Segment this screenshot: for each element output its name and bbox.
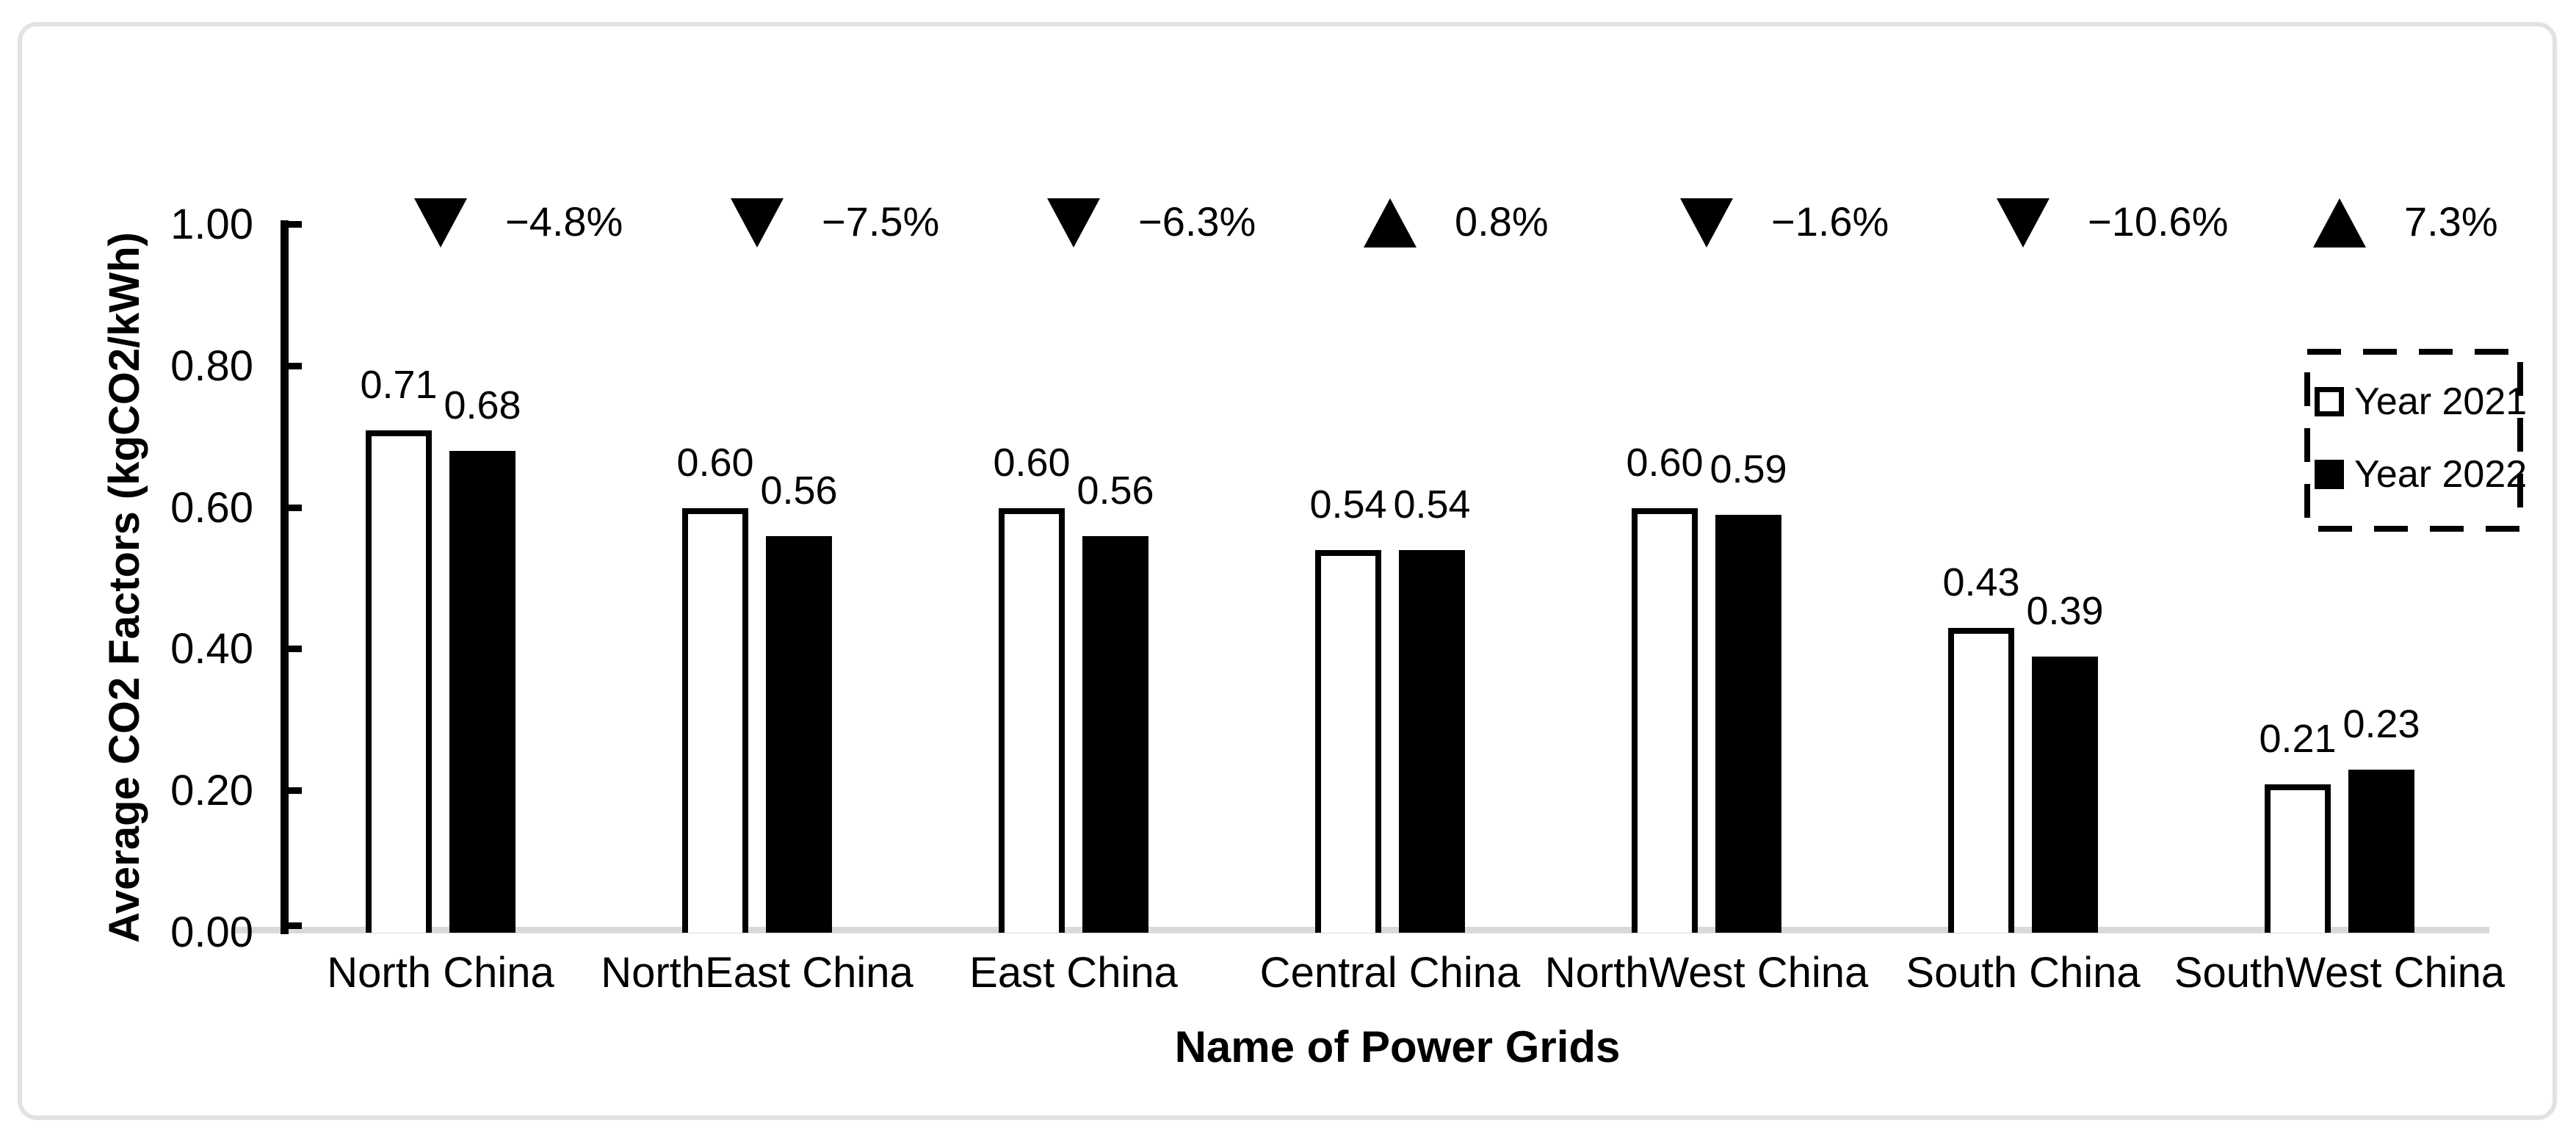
legend-item-year-2021: Year 2021 [2315, 380, 2528, 423]
bar-value-label: 0.60 [676, 441, 754, 485]
increase-triangle-icon [2313, 198, 2366, 247]
bar-year-2022 [2032, 657, 2098, 933]
bar-value-label: 0.59 [1710, 447, 1787, 491]
y-axis-tick-label: 1.00 [170, 200, 253, 248]
y-axis-tick [288, 922, 302, 929]
y-axis-tick [288, 221, 302, 228]
y-axis-tick [288, 504, 302, 511]
y-axis-tick [288, 787, 302, 795]
bar-year-2021 [999, 508, 1065, 933]
percent-change-label: −10.6% [2088, 198, 2229, 245]
bar-value-label: 0.56 [1077, 469, 1154, 513]
bar-value-label: 0.23 [2342, 702, 2420, 746]
y-axis-tick-label: 0.40 [170, 625, 253, 673]
bar-year-2021 [1948, 628, 2014, 933]
y-axis-line [281, 220, 289, 934]
bar-value-label: 0.60 [993, 441, 1071, 485]
decrease-triangle-icon [731, 198, 784, 247]
decrease-triangle-icon [1047, 198, 1100, 247]
percent-change-label: 7.3% [2404, 198, 2498, 245]
y-axis-title: Average CO2 Factors (kgCO2/kWh) [101, 232, 148, 943]
percent-change-label: −7.5% [822, 198, 940, 245]
y-axis-tick-label: 0.60 [170, 483, 253, 532]
bar-year-2022 [1399, 550, 1465, 933]
legend-label-year-2021: Year 2021 [2354, 380, 2528, 423]
legend-item-year-2022: Year 2022 [2315, 453, 2528, 496]
x-category-label: Central China [1259, 949, 1521, 997]
decrease-triangle-icon [414, 198, 467, 247]
y-axis-tick [288, 646, 302, 653]
bar-year-2022 [449, 451, 515, 933]
legend-label-year-2022: Year 2022 [2354, 453, 2528, 496]
x-category-label: NorthWest China [1544, 949, 1869, 997]
legend-swatch-white-square-icon [2315, 387, 2344, 416]
bar-value-label: 0.43 [1942, 560, 2020, 604]
bar-year-2022 [2348, 770, 2414, 933]
chart-frame-border [18, 22, 2557, 1120]
bar-value-label: 0.21 [2259, 717, 2337, 761]
x-category-label: North China [327, 949, 554, 997]
bar-year-2022 [766, 536, 832, 933]
legend: Year 2021 Year 2022 [2304, 349, 2527, 532]
bar-value-label: 0.54 [1309, 483, 1387, 527]
percent-change-label: 0.8% [1455, 198, 1549, 245]
bar-value-label: 0.39 [2026, 589, 2104, 633]
x-category-label: East China [969, 949, 1178, 997]
percent-change-label: −1.6% [1771, 198, 1889, 245]
bar-year-2021 [1315, 550, 1381, 933]
x-axis-title: Name of Power Grids [1174, 1022, 1621, 1071]
y-axis-tick-label: 0.20 [170, 767, 253, 815]
percent-change-label: −4.8% [505, 198, 623, 245]
x-category-label: NorthEast China [601, 949, 913, 997]
decrease-triangle-icon [1680, 198, 1733, 247]
bar-year-2021 [366, 430, 432, 933]
legend-dashed-border [2304, 349, 2523, 532]
bar-value-label: 0.56 [760, 469, 838, 513]
y-axis-tick-label: 0.80 [170, 341, 253, 390]
bar-value-label: 0.60 [1626, 441, 1704, 485]
percent-change-label: −6.3% [1138, 198, 1256, 245]
bar-value-label: 0.68 [444, 383, 521, 427]
bar-year-2021 [682, 508, 748, 933]
x-category-label: South China [1906, 949, 2141, 997]
bar-value-label: 0.54 [1393, 483, 1471, 527]
y-axis-tick [288, 362, 302, 369]
bar-year-2022 [1082, 536, 1148, 933]
increase-triangle-icon [1364, 198, 1417, 247]
x-category-label: SouthWest China [2174, 949, 2506, 997]
bar-year-2022 [1715, 515, 1781, 933]
bar-year-2021 [2265, 784, 2331, 933]
bar-year-2021 [1632, 508, 1698, 933]
y-axis-tick-label: 0.00 [170, 908, 253, 956]
decrease-triangle-icon [1997, 198, 2049, 247]
legend-swatch-black-square-icon [2315, 460, 2344, 489]
bar-value-label: 0.71 [360, 363, 438, 407]
